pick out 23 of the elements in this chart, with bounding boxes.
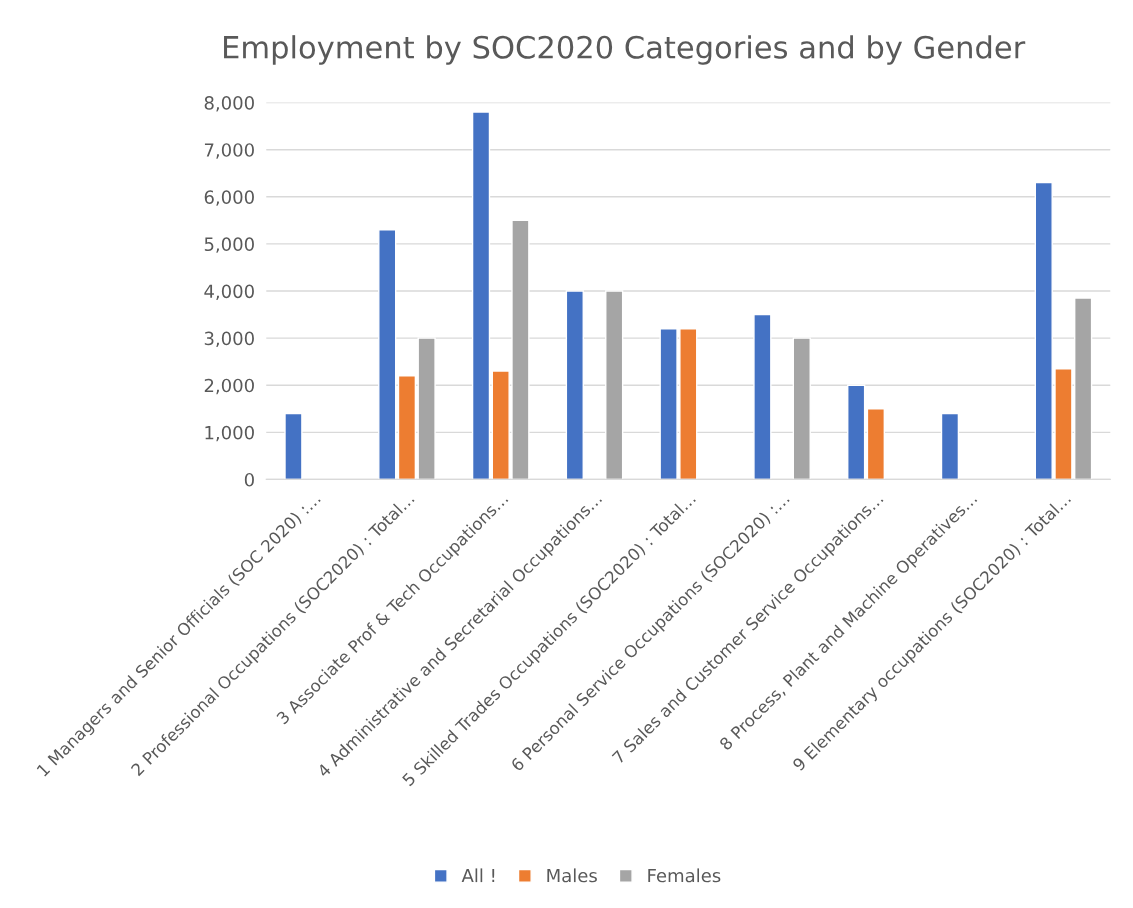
- bar: [605, 290, 624, 480]
- bar: [378, 229, 397, 480]
- bar: [471, 111, 491, 480]
- y-tick-label: 8,000: [204, 96, 254, 112]
- chart-title: Employment by SOC2020 Categories and by Gender: [224, 35, 1026, 65]
- bar: [940, 412, 960, 480]
- y-tick-label: 3,000: [204, 331, 254, 348]
- bar: [847, 384, 866, 480]
- y-tick-label: 5,000: [204, 237, 254, 253]
- y-tick-label: 2,000: [204, 378, 254, 395]
- y-tick-label: 1,000: [205, 425, 254, 442]
- y-tick-label: 7,000: [204, 143, 254, 159]
- y-tick-label: 0: [244, 472, 254, 487]
- bar: [565, 290, 584, 480]
- y-tick-label: 4,000: [204, 284, 254, 300]
- y-tick-label: 6,000: [204, 190, 254, 206]
- legend-label: Females: [648, 868, 721, 883]
- bar: [792, 337, 811, 480]
- legend-label: Males: [547, 868, 597, 883]
- bar: [284, 412, 303, 480]
- bar: [753, 313, 772, 480]
- legend-label: All !: [461, 868, 495, 883]
- bar: [866, 408, 886, 480]
